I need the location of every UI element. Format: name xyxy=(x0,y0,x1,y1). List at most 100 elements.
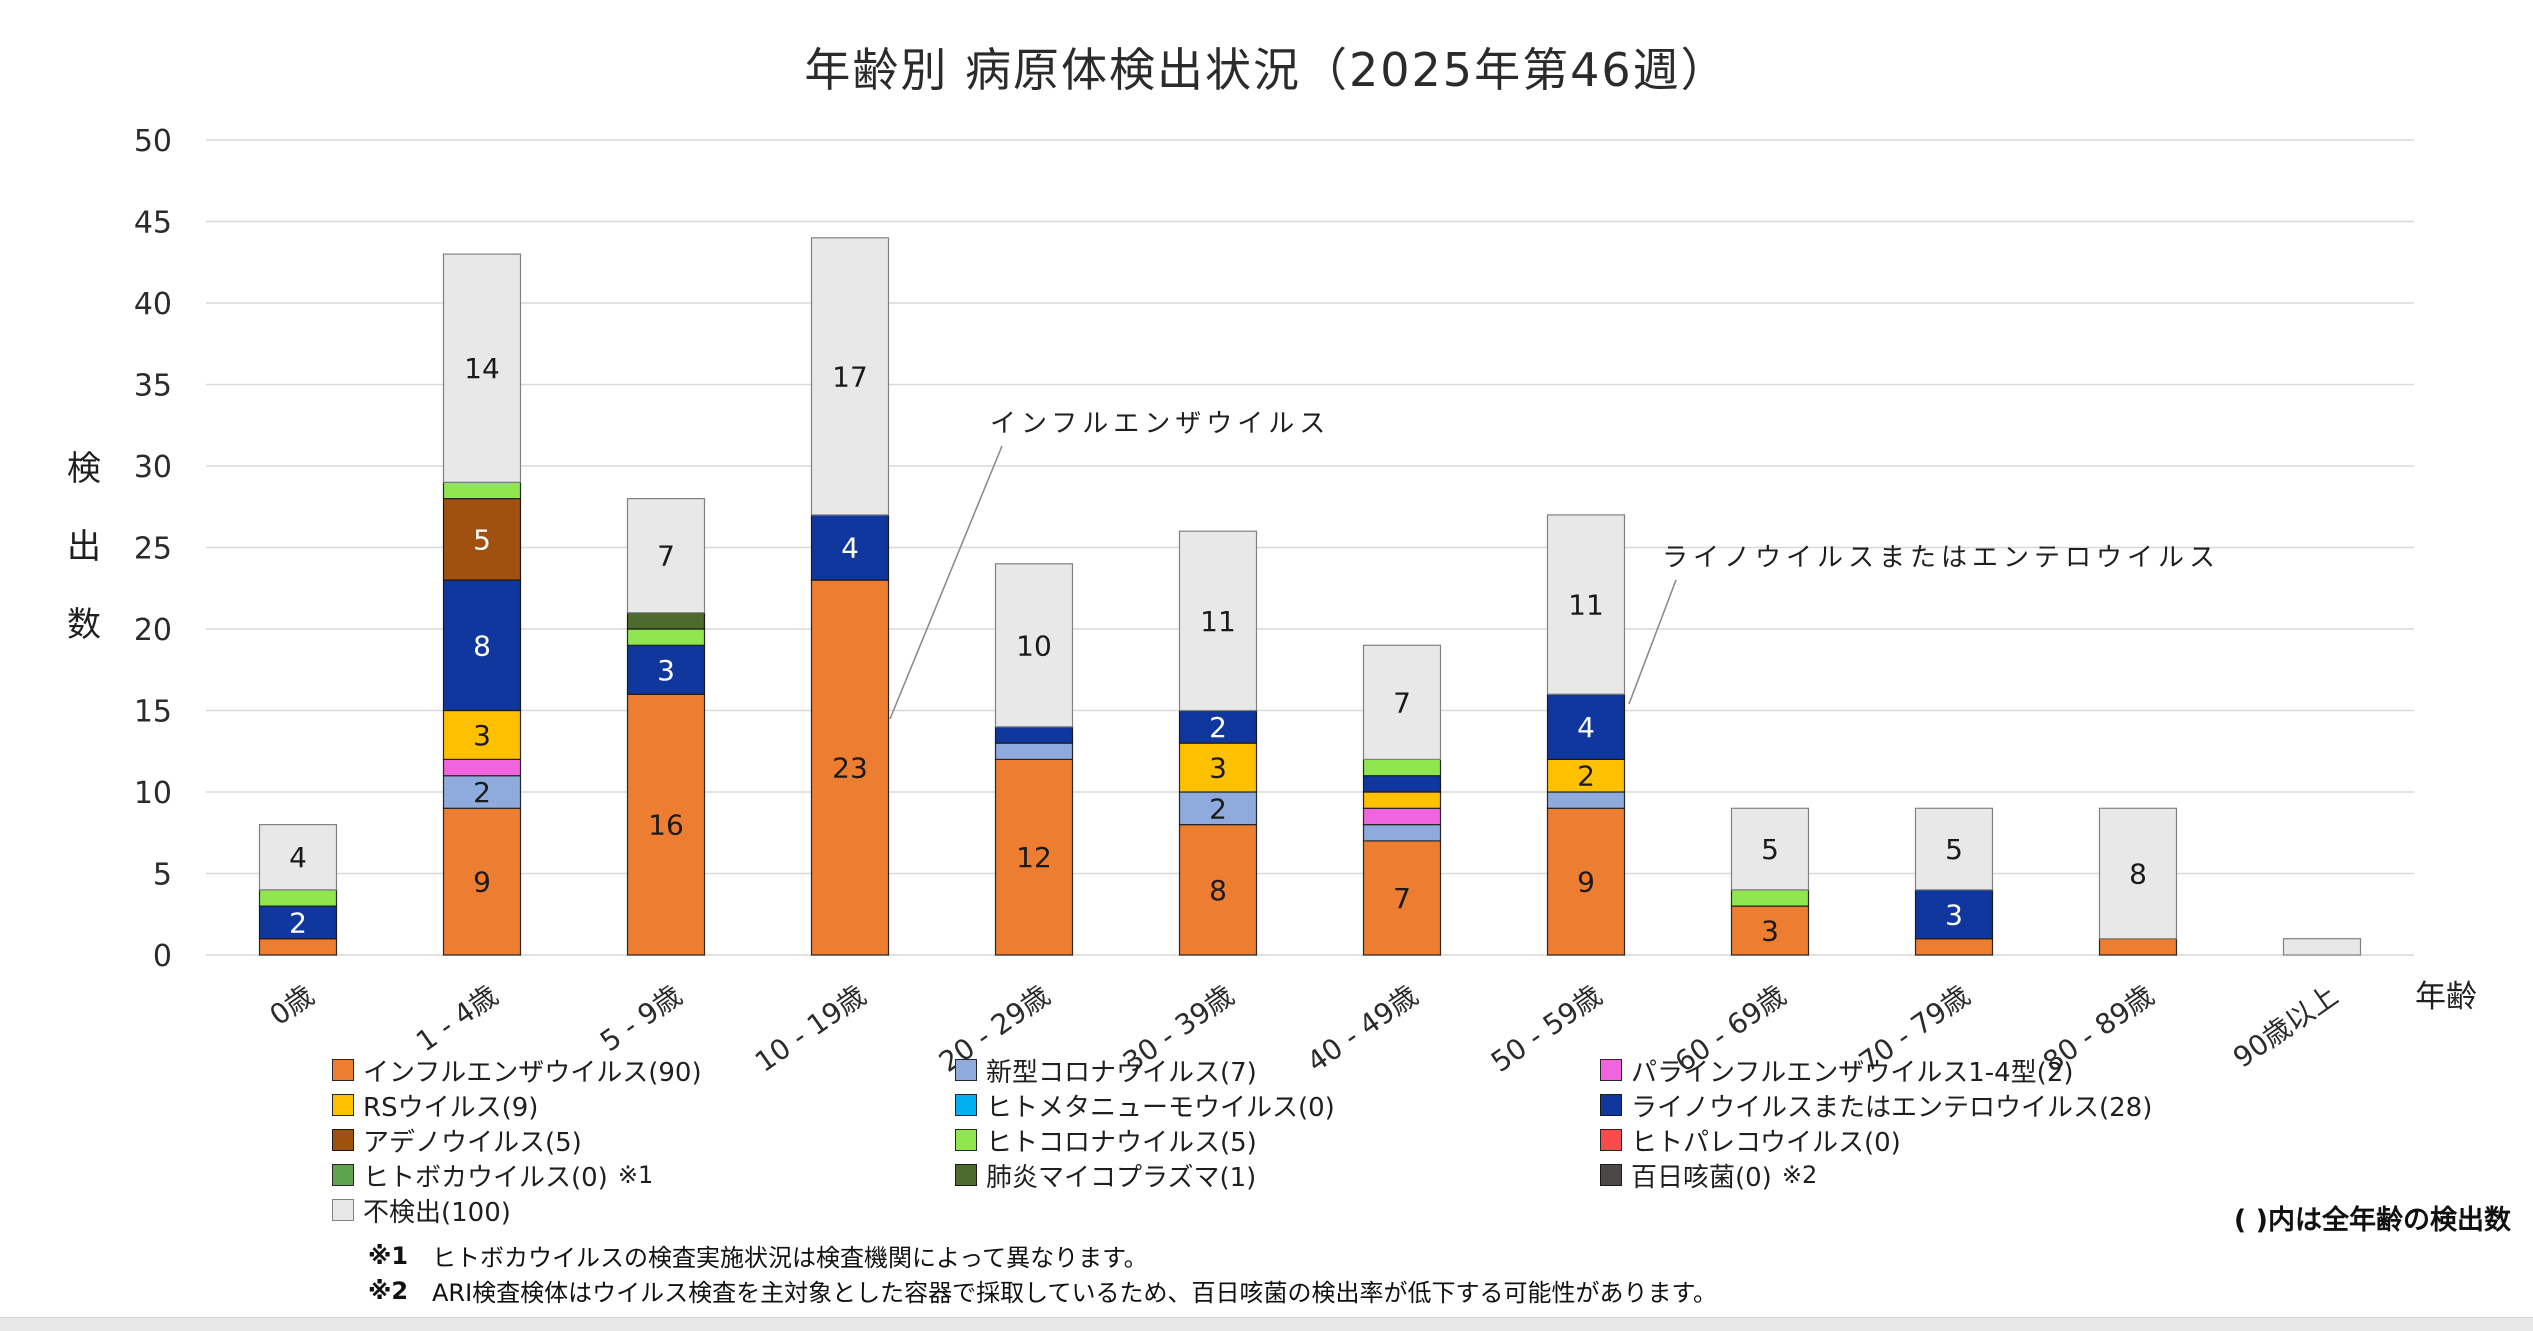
bar-segment xyxy=(626,693,706,956)
svg-text:検: 検 xyxy=(67,449,101,489)
segment-label: 8 xyxy=(473,629,491,662)
segment-label: 5 xyxy=(1945,833,1963,866)
bar-column: 8 2 3 2 11 xyxy=(1178,530,1258,956)
x-axis-title: 年齢 xyxy=(2415,979,2477,1015)
segment-label: 7 xyxy=(1393,882,1411,915)
segment-label: 2 xyxy=(1209,792,1227,825)
segment-label: 3 xyxy=(657,654,675,687)
bar-segment xyxy=(1914,938,1994,956)
svg-text:インフルエンザウイルス: インフルエンザウイルス xyxy=(990,409,1330,439)
legend-note: ( )内は全年齢の検出数 xyxy=(2233,1205,2511,1236)
footnote-1-text: ヒトボカウイルスの検査実施状況は検査機関によって異なります。 xyxy=(432,1244,1148,1272)
segment-label: 2 xyxy=(1209,711,1227,744)
bar-segment xyxy=(1178,823,1258,956)
segment-label: 11 xyxy=(1568,589,1604,622)
segment-label: 16 xyxy=(648,809,684,842)
bar-segment xyxy=(1178,709,1258,744)
svg-text:45: 45 xyxy=(134,206,172,241)
svg-text:ライノウイルスまたはエンテロウイルス: ライノウイルスまたはエンテロウイルス xyxy=(1662,543,2220,573)
footnote-2-marker: ※2 xyxy=(368,1276,409,1305)
bar-column: 9 2 4 11 xyxy=(1546,514,1626,956)
bar-segment xyxy=(1362,823,1442,842)
footnote-1-marker: ※1 xyxy=(368,1241,409,1270)
bar-column: 8 xyxy=(2098,807,2178,956)
svg-text:50: 50 xyxy=(134,124,172,159)
segment-label: 23 xyxy=(832,752,868,785)
svg-text:50 - 59歳: 50 - 59歳 xyxy=(1485,979,1608,1079)
bar-segment xyxy=(2282,938,2362,956)
bar-column: 9 2 3 8 5 14 xyxy=(442,253,522,956)
svg-text:出: 出 xyxy=(67,527,101,567)
bar-segment xyxy=(626,498,706,614)
bar-segment xyxy=(258,889,338,907)
footnotes: ※1 ヒトボカウイルスの検査実施状況は検査機関によって異なります。 ※2 ARI… xyxy=(368,1238,1717,1308)
bar-segment xyxy=(442,481,522,500)
bar-segment xyxy=(1546,693,1626,761)
segment-label: 4 xyxy=(1577,711,1595,744)
bar-segment xyxy=(1730,905,1810,956)
bar-segment xyxy=(994,742,1074,760)
svg-text:0歳: 0歳 xyxy=(264,979,320,1032)
bar-segment xyxy=(1178,530,1258,712)
bar-segment xyxy=(258,905,338,940)
segment-label: 5 xyxy=(473,523,491,556)
footnote-2-text: ARI検査検体はウイルス検査を主対象とした容器で採取しているため、百日咳菌の検出… xyxy=(432,1279,1718,1307)
segment-label: 7 xyxy=(1393,686,1411,719)
svg-text:40 - 49歳: 40 - 49歳 xyxy=(1301,979,1424,1079)
svg-text:20: 20 xyxy=(134,613,172,648)
svg-text:60 - 69歳: 60 - 69歳 xyxy=(1669,979,1792,1079)
bar-segment xyxy=(626,612,706,630)
bar-segment xyxy=(2098,807,2178,940)
bar-segment xyxy=(442,775,522,809)
bar-segment xyxy=(442,579,522,712)
svg-text:25: 25 xyxy=(134,532,172,567)
bar-segment xyxy=(2098,938,2178,956)
bar-segment xyxy=(442,253,522,483)
bar-segment xyxy=(1362,775,1442,793)
bar-segment xyxy=(994,563,1074,728)
segment-label: 8 xyxy=(1209,874,1227,907)
segment-label: 7 xyxy=(657,540,675,573)
svg-text:数: 数 xyxy=(67,605,101,645)
bar-column: 24 xyxy=(258,823,338,956)
bar-segment xyxy=(1730,889,1810,907)
bar-segment xyxy=(442,807,522,956)
segment-label: 3 xyxy=(1945,898,1963,931)
segment-label: 11 xyxy=(1200,605,1236,638)
segment-label: 4 xyxy=(841,532,859,565)
segment-label: 2 xyxy=(473,776,491,809)
segment-label: 2 xyxy=(1577,760,1595,793)
svg-text:0: 0 xyxy=(153,939,172,974)
bar-segment xyxy=(1362,791,1442,809)
bar-segment xyxy=(810,237,890,516)
svg-text:1 - 4歳: 1 - 4歳 xyxy=(410,979,504,1059)
segment-label: 14 xyxy=(464,352,500,385)
bar-column xyxy=(2282,938,2362,956)
bar-segment xyxy=(1546,791,1626,809)
svg-text:10 - 19歳: 10 - 19歳 xyxy=(749,979,872,1079)
bar-segment xyxy=(1362,758,1442,777)
segment-label: 3 xyxy=(473,719,491,752)
chart-title: 年齢別 病原体検出状況（2025年第46週） xyxy=(804,43,1729,97)
bar-segment xyxy=(810,579,890,956)
svg-text:35: 35 xyxy=(134,369,172,404)
segment-label: 9 xyxy=(1577,866,1595,899)
svg-text:70 - 79歳: 70 - 79歳 xyxy=(1853,979,1976,1079)
segment-label: 2 xyxy=(289,906,307,939)
bar-segment xyxy=(442,758,522,777)
bar-segment xyxy=(994,758,1074,956)
annotation-callout: インフルエンザウイルス xyxy=(889,409,1330,720)
bar-segment xyxy=(442,709,522,761)
svg-text:15: 15 xyxy=(134,695,172,730)
segment-label: 4 xyxy=(289,841,307,874)
bar-segment xyxy=(258,938,338,956)
svg-text:30 - 39歳: 30 - 39歳 xyxy=(1117,979,1240,1079)
bar-segment xyxy=(258,823,338,891)
bar-segment xyxy=(626,628,706,646)
bar-segment xyxy=(1178,791,1258,826)
svg-text:30: 30 xyxy=(134,450,172,485)
segment-label: 5 xyxy=(1761,833,1779,866)
y-gridlines xyxy=(206,139,2414,956)
